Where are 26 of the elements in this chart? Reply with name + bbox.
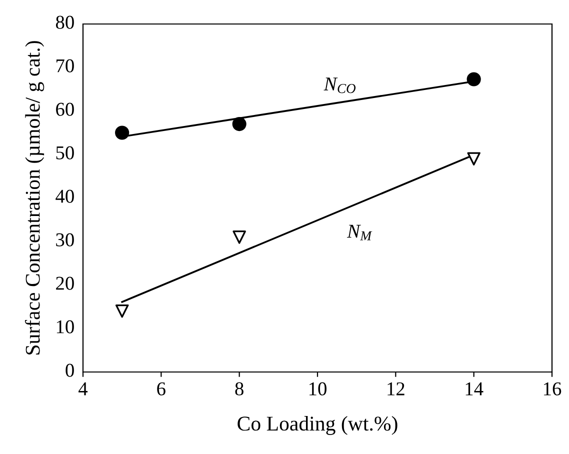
point: [232, 230, 246, 244]
x-tick-label: 14: [466, 382, 484, 396]
x-tick-label: 16: [544, 382, 562, 396]
x-tick-label: 12: [388, 382, 404, 396]
point: [467, 152, 480, 166]
point: [115, 304, 129, 318]
y-tick-label: 30: [56, 233, 74, 246]
y-tick-label: 50: [56, 146, 74, 160]
y-tick-label: 10: [56, 320, 74, 334]
y-tick-label: 40: [56, 190, 74, 203]
x-axis-title: Co Loading (wt.%): [238, 416, 398, 435]
x-tick-label: 4: [78, 382, 88, 396]
series-label: N$_{CO}$: [324, 78, 356, 94]
y-tick-label: 80: [56, 16, 74, 29]
y-tick-label: 20: [56, 276, 74, 290]
y-axis-title: Surface Concentration (µmole/ g cat.): [24, 41, 44, 354]
x-tick-label: 8: [235, 382, 244, 396]
y-tick-label: 70: [56, 59, 74, 72]
series-label: N$_{M}$: [346, 224, 372, 240]
point: [232, 117, 246, 132]
point: [466, 72, 481, 86]
x-tick-label: 10: [309, 382, 326, 396]
point: [115, 126, 130, 140]
y-tick-label: 0: [66, 364, 74, 377]
x-tick-label: 6: [157, 382, 166, 396]
y-tick-label: 60: [56, 102, 74, 116]
